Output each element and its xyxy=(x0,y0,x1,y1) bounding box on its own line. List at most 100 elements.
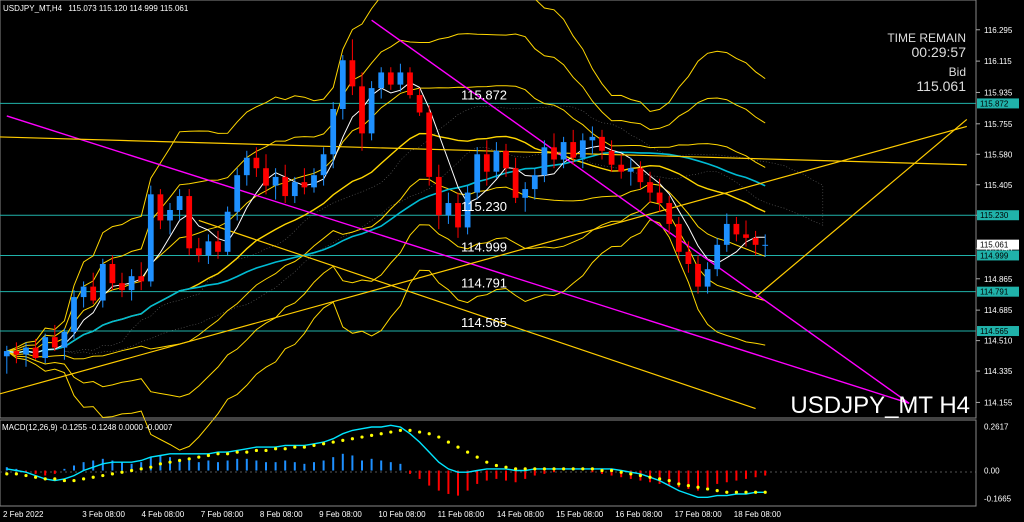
candle[interactable] xyxy=(416,88,423,116)
candle[interactable] xyxy=(349,39,356,96)
candle[interactable] xyxy=(445,192,452,224)
candle[interactable] xyxy=(589,126,596,155)
candle[interactable] xyxy=(157,189,164,230)
candle-body[interactable] xyxy=(627,168,634,172)
candle-body[interactable] xyxy=(195,248,202,256)
candle-body[interactable] xyxy=(263,168,269,186)
candle[interactable] xyxy=(147,185,154,287)
candle-body[interactable] xyxy=(714,244,721,270)
candle-body[interactable] xyxy=(378,72,385,89)
candle[interactable] xyxy=(359,72,365,151)
candle[interactable] xyxy=(483,140,490,186)
candle-body[interactable] xyxy=(32,347,39,359)
candle-body[interactable] xyxy=(426,112,433,177)
candle-body[interactable] xyxy=(205,241,212,256)
candle-body[interactable] xyxy=(147,194,154,282)
candle-body[interactable] xyxy=(138,276,145,282)
candle[interactable] xyxy=(320,147,327,186)
candle[interactable] xyxy=(291,176,298,204)
candle-body[interactable] xyxy=(368,88,375,134)
candle[interactable] xyxy=(339,55,346,120)
candle-body[interactable] xyxy=(531,175,538,190)
candle-body[interactable] xyxy=(570,142,577,158)
candle[interactable] xyxy=(666,196,673,235)
candle[interactable] xyxy=(647,171,653,204)
candle[interactable] xyxy=(195,237,202,263)
candle-body[interactable] xyxy=(234,175,241,212)
candle[interactable] xyxy=(224,206,231,256)
candle[interactable] xyxy=(71,290,77,339)
candle-body[interactable] xyxy=(99,263,106,301)
macd-panel[interactable]: 0.2617 0.00 -0.1665 xyxy=(0,419,1012,507)
candle-body[interactable] xyxy=(291,182,298,197)
candle[interactable] xyxy=(23,342,29,367)
candle[interactable] xyxy=(128,269,135,301)
candle[interactable] xyxy=(464,185,471,235)
candle-body[interactable] xyxy=(733,223,740,235)
candle-body[interactable] xyxy=(320,154,327,176)
candle-body[interactable] xyxy=(474,154,481,193)
candle-body[interactable] xyxy=(416,95,423,113)
candle-body[interactable] xyxy=(128,276,135,291)
candle[interactable] xyxy=(551,133,557,169)
candle-body[interactable] xyxy=(224,211,231,252)
candle-body[interactable] xyxy=(464,192,471,228)
candle[interactable] xyxy=(138,262,145,291)
candle-body[interactable] xyxy=(301,182,308,188)
candle-body[interactable] xyxy=(522,189,529,198)
candle-body[interactable] xyxy=(109,263,116,284)
candle[interactable] xyxy=(695,255,701,294)
candle[interactable] xyxy=(608,140,615,172)
candle-body[interactable] xyxy=(445,203,452,216)
candle[interactable] xyxy=(570,129,577,165)
candle-body[interactable] xyxy=(608,150,615,165)
candle-body[interactable] xyxy=(23,347,29,355)
candle-body[interactable] xyxy=(618,164,625,172)
candle[interactable] xyxy=(109,255,116,291)
candle[interactable] xyxy=(311,168,317,193)
candle-body[interactable] xyxy=(579,140,586,158)
candle[interactable] xyxy=(42,333,49,364)
candle[interactable] xyxy=(474,147,481,200)
candle[interactable] xyxy=(627,157,634,186)
candle-body[interactable] xyxy=(61,331,68,348)
candles[interactable] xyxy=(3,39,769,374)
candle[interactable] xyxy=(618,154,625,179)
candle[interactable] xyxy=(176,189,183,221)
candle[interactable] xyxy=(560,136,567,169)
candle[interactable] xyxy=(714,237,721,277)
price-panel[interactable]: 115.872 115.230 114.999 114.791 114.565 116.… xyxy=(0,0,1019,451)
candle[interactable] xyxy=(723,213,730,252)
candle[interactable] xyxy=(397,63,404,92)
candle-body[interactable] xyxy=(752,237,759,245)
candle[interactable] xyxy=(675,216,682,259)
candle-body[interactable] xyxy=(157,194,164,221)
candle-body[interactable] xyxy=(435,176,442,216)
candle[interactable] xyxy=(704,262,711,294)
price-axis[interactable]: 116.295 116.115 115.935 115.755 115.580 115.4… xyxy=(975,0,1019,418)
candle-body[interactable] xyxy=(503,150,509,169)
candle-body[interactable] xyxy=(666,203,673,224)
candle-body[interactable] xyxy=(167,210,173,221)
candle-body[interactable] xyxy=(762,244,769,246)
candle-body[interactable] xyxy=(397,72,404,85)
candle-body[interactable] xyxy=(186,196,193,249)
candle-body[interactable] xyxy=(176,196,183,210)
candle[interactable] xyxy=(51,324,58,352)
candle-body[interactable] xyxy=(330,109,337,155)
candle-body[interactable] xyxy=(311,175,317,188)
candle-body[interactable] xyxy=(51,337,58,348)
candle[interactable] xyxy=(263,154,269,195)
candle[interactable] xyxy=(599,129,605,160)
candle-body[interactable] xyxy=(647,182,653,193)
candle-body[interactable] xyxy=(13,351,20,355)
candle-body[interactable] xyxy=(119,283,125,291)
candle[interactable] xyxy=(435,164,442,230)
candle[interactable] xyxy=(186,189,193,256)
candle-body[interactable] xyxy=(493,150,500,172)
candle-body[interactable] xyxy=(589,136,596,141)
candle-body[interactable] xyxy=(339,60,346,109)
candle-body[interactable] xyxy=(637,168,644,183)
candle[interactable] xyxy=(752,230,759,256)
candle-body[interactable] xyxy=(90,286,97,301)
